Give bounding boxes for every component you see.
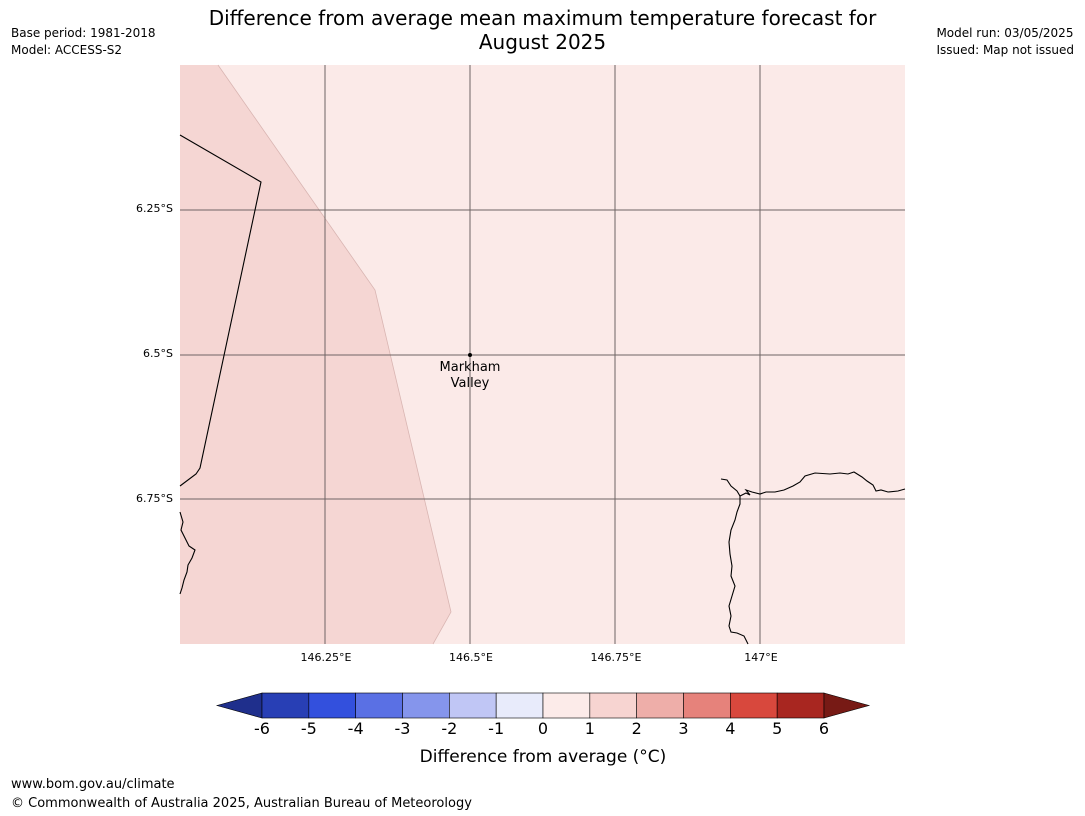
lat-label-6-25: 6.25°S <box>136 202 173 215</box>
colorbar-segment <box>589 692 637 719</box>
colorbar-segment <box>683 692 731 719</box>
colorbar-segments <box>215 692 871 719</box>
model-run-text: Model run: 03/05/2025 <box>936 26 1074 40</box>
meta-right: Model run: 03/05/2025 Issued: Map not is… <box>936 25 1074 59</box>
title-line-2: August 2025 <box>478 30 607 54</box>
graticule <box>180 65 905 644</box>
region-boundary <box>217 64 452 645</box>
colorbar-tick-label: 1 <box>584 719 595 738</box>
footer: www.bom.gov.au/climate © Commonwealth of… <box>11 775 472 813</box>
lon-label-146-5: 146.5°E <box>449 651 493 664</box>
colorbar-segment <box>449 692 497 719</box>
colorbar-segment <box>776 692 825 719</box>
colorbar-tick-label: -6 <box>254 719 270 738</box>
lat-label-6-5: 6.5°S <box>143 347 173 360</box>
map-title: Difference from average mean maximum tem… <box>180 6 905 54</box>
colorbar-segment <box>355 692 403 719</box>
title-line-1: Difference from average mean maximum tem… <box>208 6 877 30</box>
colorbar-segment <box>730 692 778 719</box>
colorbar-tick-label: 5 <box>772 719 783 738</box>
colorbar-tick-label: 4 <box>725 719 736 738</box>
footer-copyright: © Commonwealth of Australia 2025, Austra… <box>11 796 472 811</box>
colorbar-segment <box>495 692 544 719</box>
colorbar-segment <box>402 692 450 719</box>
colorbar-segment <box>636 692 684 719</box>
base-period-text: Base period: 1981-2018 <box>11 26 156 40</box>
colorbar-label: Difference from average (°C) <box>419 747 667 767</box>
place-label-markham-valley: Markham Valley <box>420 360 520 392</box>
meta-left: Base period: 1981-2018 Model: ACCESS-S2 <box>11 25 156 59</box>
colorbar-tick-label: -2 <box>441 719 458 738</box>
colorbar-tick-label: -3 <box>394 719 411 738</box>
colorbar-tick-label: 0 <box>537 719 549 738</box>
coastline-right <box>720 471 906 497</box>
place-label-line-1: Markham <box>439 360 501 375</box>
issued-text: Issued: Map not issued <box>936 43 1074 57</box>
lon-label-146-25: 146.25°E <box>300 651 352 664</box>
coastline-left <box>179 511 196 595</box>
colorbar-tick-label: 6 <box>818 719 830 738</box>
colorbar-tick-label: 2 <box>631 719 642 738</box>
colorbar-tick-label: -5 <box>300 719 317 738</box>
model-text: Model: ACCESS-S2 <box>11 43 123 57</box>
lat-label-6-75: 6.75°S <box>136 492 173 505</box>
colorbar-segment <box>308 692 356 719</box>
boundary-line-left <box>179 134 262 487</box>
footer-url[interactable]: www.bom.gov.au/climate <box>11 777 175 792</box>
colorbar-tick-label: -4 <box>347 719 364 738</box>
colorbar-tick-label: -1 <box>488 719 505 738</box>
lon-label-147: 147°E <box>744 651 778 664</box>
colorbar-extend-low <box>215 692 263 719</box>
colorbar-extend-high <box>823 692 871 719</box>
markham-valley-marker[interactable] <box>468 353 472 357</box>
lon-label-146-75: 146.75°E <box>590 651 642 664</box>
colorbar-segment <box>542 692 591 719</box>
colorbar-tick-label: 3 <box>678 719 689 738</box>
place-label-line-2: Valley <box>450 376 490 391</box>
colorbar-segment <box>261 692 310 719</box>
river-right <box>728 496 749 645</box>
